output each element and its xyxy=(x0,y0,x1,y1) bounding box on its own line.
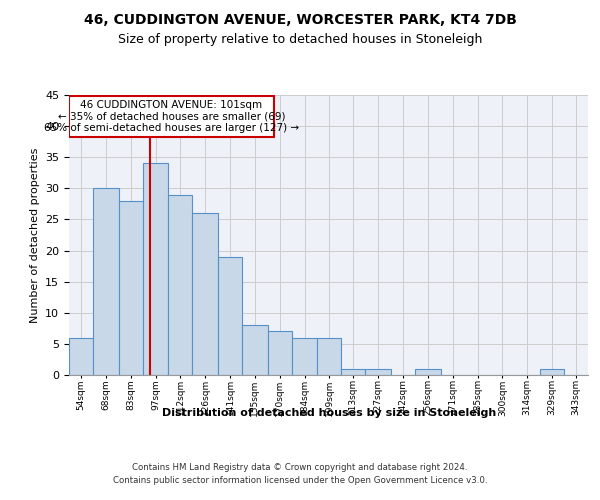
Bar xyxy=(365,369,391,375)
Bar xyxy=(268,332,292,375)
Bar xyxy=(193,213,218,375)
Text: ← 35% of detached houses are smaller (69): ← 35% of detached houses are smaller (69… xyxy=(58,112,285,122)
Bar xyxy=(242,325,268,375)
Bar xyxy=(341,369,365,375)
Bar xyxy=(540,369,564,375)
Text: Contains public sector information licensed under the Open Government Licence v3: Contains public sector information licen… xyxy=(113,476,487,485)
Text: 46, CUDDINGTON AVENUE, WORCESTER PARK, KT4 7DB: 46, CUDDINGTON AVENUE, WORCESTER PARK, K… xyxy=(83,12,517,26)
Bar xyxy=(292,338,317,375)
Bar xyxy=(69,338,93,375)
Text: 65% of semi-detached houses are larger (127) →: 65% of semi-detached houses are larger (… xyxy=(44,124,299,134)
Text: Size of property relative to detached houses in Stoneleigh: Size of property relative to detached ho… xyxy=(118,32,482,46)
Bar xyxy=(93,188,119,375)
Bar xyxy=(169,194,193,375)
Text: Contains HM Land Registry data © Crown copyright and database right 2024.: Contains HM Land Registry data © Crown c… xyxy=(132,462,468,471)
Text: Distribution of detached houses by size in Stoneleigh: Distribution of detached houses by size … xyxy=(161,408,496,418)
Bar xyxy=(317,338,341,375)
FancyBboxPatch shape xyxy=(69,96,274,138)
Bar xyxy=(415,369,440,375)
Bar xyxy=(218,257,242,375)
Y-axis label: Number of detached properties: Number of detached properties xyxy=(29,148,40,322)
Bar xyxy=(143,164,169,375)
Bar xyxy=(119,201,143,375)
Text: 46 CUDDINGTON AVENUE: 101sqm: 46 CUDDINGTON AVENUE: 101sqm xyxy=(80,100,262,110)
